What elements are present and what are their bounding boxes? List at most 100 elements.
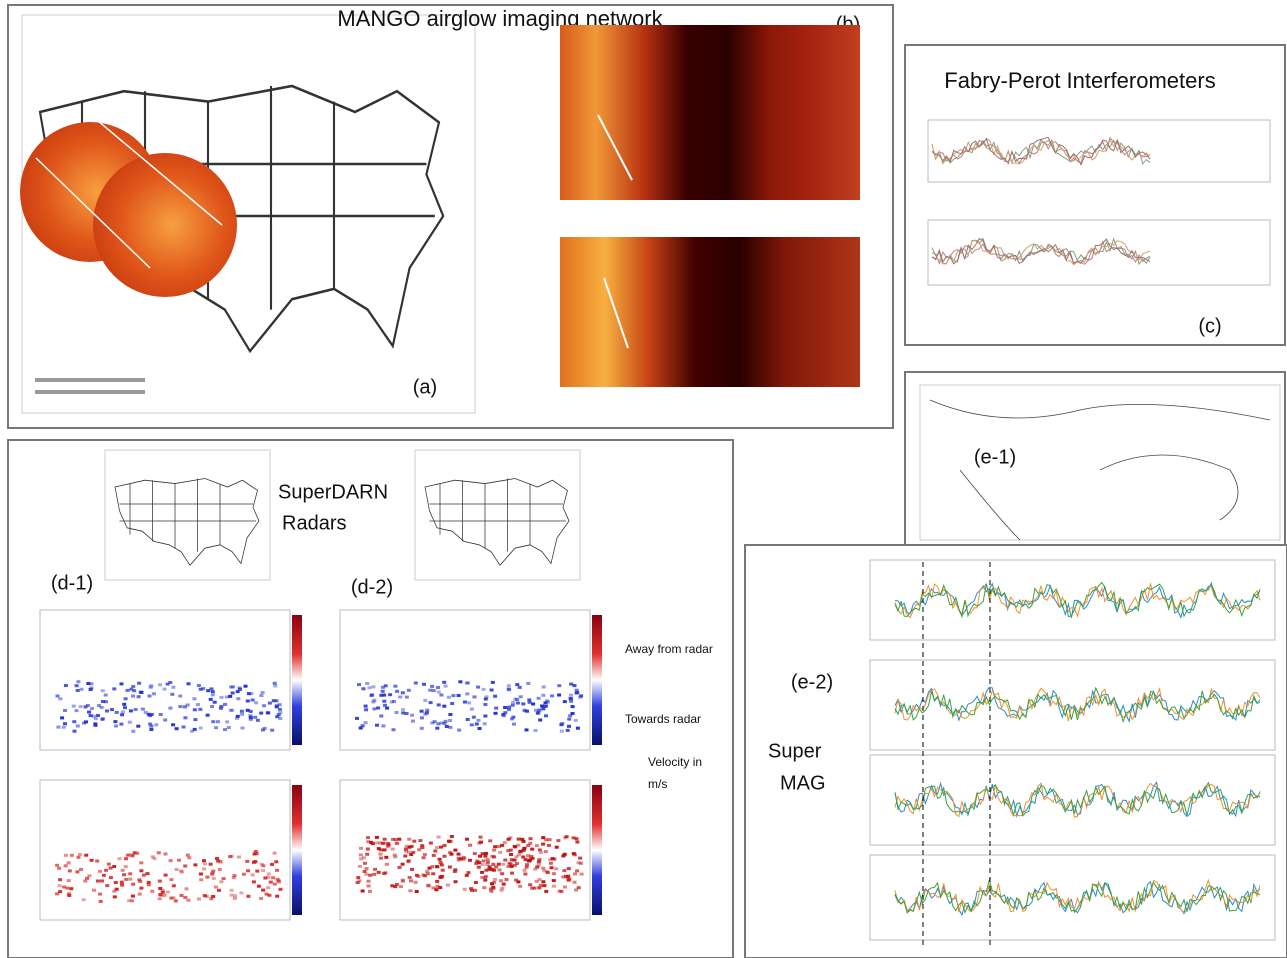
echo [210, 873, 214, 876]
echo [392, 728, 396, 731]
echo [140, 691, 144, 694]
echo [158, 683, 162, 686]
echo [82, 898, 86, 901]
echo [366, 840, 370, 843]
echo [129, 688, 133, 691]
echo [263, 727, 267, 730]
echo [248, 714, 252, 717]
echo [518, 885, 522, 888]
echo [273, 682, 277, 685]
echo [249, 718, 253, 721]
echo [547, 844, 551, 847]
echo [174, 899, 178, 902]
echo [534, 729, 538, 732]
echo [102, 874, 106, 877]
echo [528, 701, 532, 704]
echo [123, 706, 127, 709]
echo [163, 688, 167, 691]
echo [383, 704, 387, 707]
echo [252, 880, 256, 883]
echo [401, 863, 405, 866]
echo [574, 889, 578, 892]
echo [238, 688, 242, 691]
echo [137, 695, 141, 698]
echo [359, 853, 363, 856]
echo [497, 863, 501, 866]
echo [202, 859, 206, 862]
echo [273, 852, 277, 855]
echo [561, 876, 565, 879]
echo [261, 691, 265, 694]
echo [490, 689, 494, 692]
echo [178, 705, 182, 708]
echo [519, 695, 523, 698]
echo [107, 863, 111, 866]
echo [186, 854, 190, 857]
echo [437, 691, 441, 694]
echo [523, 709, 527, 712]
echo [278, 708, 282, 711]
echo [266, 886, 270, 889]
echo [228, 695, 232, 698]
echo [68, 869, 72, 872]
echo [175, 868, 179, 871]
echo [561, 854, 565, 857]
echo [385, 863, 389, 866]
echo [523, 869, 527, 872]
echo [506, 849, 510, 852]
echo [368, 874, 372, 877]
echo [122, 703, 126, 706]
echo [510, 717, 514, 720]
echo [423, 699, 427, 702]
echo [567, 879, 571, 882]
echo [472, 716, 476, 719]
echo [164, 874, 168, 877]
echo [131, 883, 135, 886]
echo [274, 860, 278, 863]
echo [425, 709, 429, 712]
echo [399, 885, 403, 888]
echo [361, 890, 365, 893]
echo [365, 867, 369, 870]
echo [484, 875, 488, 878]
panel-label: (a) [413, 376, 437, 398]
annotation: m/s [648, 777, 667, 791]
echo [567, 725, 571, 728]
echo [79, 868, 83, 871]
echo [492, 849, 496, 852]
echo [261, 869, 265, 872]
echo [104, 694, 108, 697]
echo [398, 696, 402, 699]
echo [468, 844, 472, 847]
echo [73, 730, 77, 733]
echo [85, 877, 89, 880]
echo [157, 851, 161, 854]
echo [407, 851, 411, 854]
echo [357, 683, 361, 686]
echo [538, 848, 542, 851]
echo [136, 725, 140, 728]
echo [362, 687, 366, 690]
echo [99, 900, 103, 903]
decoration [93, 153, 237, 297]
echo [149, 684, 153, 687]
echo [139, 887, 143, 890]
echo [435, 885, 439, 888]
echo [542, 686, 546, 689]
echo [486, 858, 490, 861]
panel-title: Fabry-Perot Interferometers [944, 68, 1215, 93]
echo [233, 874, 237, 877]
echo [89, 714, 93, 717]
echo [529, 855, 533, 858]
echo [101, 689, 105, 692]
echo [379, 715, 383, 718]
decoration [560, 25, 860, 200]
echo [209, 698, 213, 701]
echo [491, 681, 495, 684]
echo [479, 836, 483, 839]
echo [371, 842, 375, 845]
echo [87, 711, 91, 714]
echo [183, 716, 187, 719]
echo [259, 694, 263, 697]
echo [491, 855, 495, 858]
